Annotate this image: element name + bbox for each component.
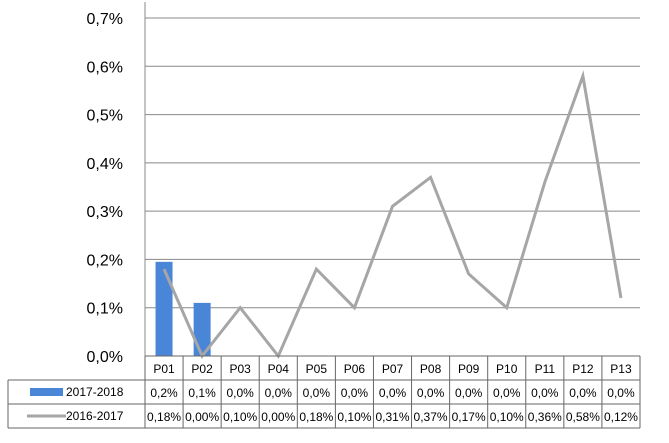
grid [144,2,640,357]
data-label: 0,0% [265,386,293,400]
category-label: P07 [382,362,404,376]
data-label: 0,2% [150,386,178,400]
data-label: 0,10% [223,410,257,424]
data-label: 0,0% [569,386,597,400]
category-label: P03 [230,362,252,376]
data-label: 0,0% [607,386,635,400]
data-label: 0,0% [455,386,483,400]
category-label: P09 [458,362,480,376]
data-label: 0,0% [493,386,521,400]
category-label: P01 [153,362,175,376]
y-tick-label: 0,2% [87,252,123,269]
data-label: 0,12% [604,410,638,424]
y-tick-label: 0,1% [87,301,123,318]
category-label: P06 [344,362,366,376]
series-name: 2016-2017 [66,409,124,423]
data-label: 0,36% [528,410,562,424]
category-label: P08 [420,362,442,376]
data-label: 0,0% [341,386,369,400]
data-label: 0,0% [227,386,255,400]
category-label: P11 [535,362,556,376]
line-series [162,70,623,359]
data-label: 0,0% [531,386,559,400]
series-name: 2017-2018 [66,385,124,399]
y-tick-label: 0,5% [87,108,123,125]
data-label: 0,31% [375,410,409,424]
data-label: 0,18% [147,410,181,424]
y-tick-label: 0,0% [87,349,123,366]
data-label: 0,0% [379,386,407,400]
data-label: 0,00% [185,410,219,424]
bar-p01 [155,261,173,356]
y-tick-label: 0,6% [87,59,123,76]
data-label: 0,58% [566,410,600,424]
category-label: P10 [496,362,518,376]
category-label: P02 [191,362,213,376]
y-tick-label: 0,3% [87,204,123,221]
category-label: P13 [610,362,632,376]
data-label: 0,10% [337,410,371,424]
data-label: 0,37% [414,410,448,424]
category-label: P12 [572,362,594,376]
data-label: 0,00% [261,410,295,424]
data-label: 0,17% [452,410,486,424]
data-table: P01 P02 P03 P04 P05 P06 P07 P08 P09 P10 P11 P12 P13 2… [7,355,641,429]
data-label: 0,10% [490,410,524,424]
legend-key-2017-2018 [30,388,63,396]
data-label: 0,0% [417,386,445,400]
line-2016-2017 [162,70,623,359]
data-label: 0,18% [299,410,333,424]
y-tick-label: 0,7% [87,11,123,28]
y-tick-label: 0,4% [87,156,123,173]
category-label: P04 [268,362,290,376]
data-label: 0,1% [188,386,216,400]
category-label: P05 [306,362,328,376]
data-label: 0,0% [303,386,331,400]
y-axis: 0,0% 0,1% 0,2% 0,3% 0,4% 0,5% 0,6% 0,7% [87,11,123,366]
